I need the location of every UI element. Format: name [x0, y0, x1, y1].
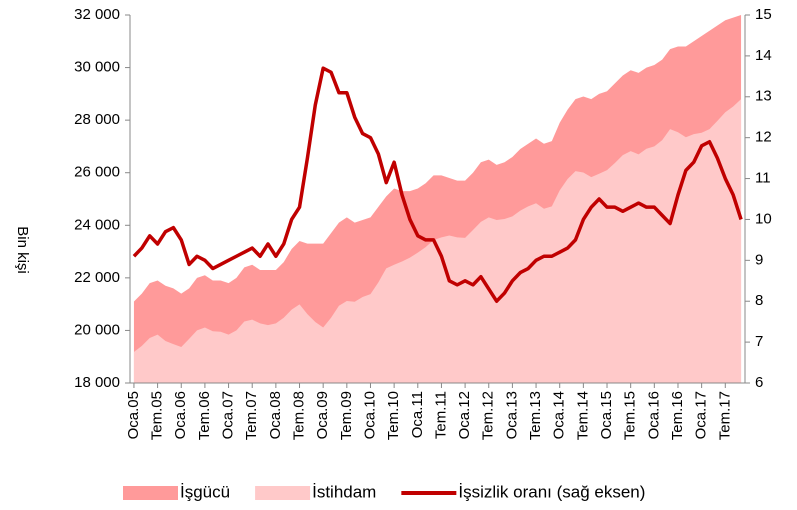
area — [133, 99, 742, 383]
x-tick-label: Oca.05 — [125, 391, 142, 439]
y2-tick-label: 14 — [755, 47, 772, 64]
y-tick-label: 18 000 — [74, 374, 120, 391]
y2-tick-label: 11 — [755, 170, 771, 187]
x-tick-label: Tem.15 — [622, 391, 639, 440]
x-tick-label: Oca.13 — [503, 391, 520, 439]
y2-tick-label: 15 — [755, 6, 772, 23]
x-tick-label: Oca.12 — [456, 391, 473, 439]
x-tick-label: Tem.07 — [243, 391, 260, 440]
y-axis-title: Bin kişi — [14, 226, 31, 274]
y2-tick-label: 13 — [755, 88, 772, 105]
y2-tick-label: 6 — [755, 374, 763, 391]
x-tick-label: Tem.05 — [149, 391, 166, 440]
line — [132, 66, 743, 303]
y-tick-label: 28 000 — [74, 111, 120, 128]
y-tick-label: 24 000 — [74, 216, 120, 233]
x-tick-label: Tem.17 — [716, 391, 733, 440]
x-tick-label: Oca.17 — [693, 391, 710, 439]
x-tick-label: Oca.14 — [551, 391, 568, 439]
y-tick-label: 22 000 — [74, 269, 120, 286]
y-tick-label: 20 000 — [74, 321, 120, 338]
x-tick-label: Oca.08 — [267, 391, 284, 439]
y2-tick-label: 12 — [755, 129, 772, 146]
y2-tick-label: 8 — [755, 292, 763, 309]
x-tick-label: Oca.11 — [409, 391, 426, 438]
x-tick-label: Tem.06 — [196, 391, 213, 440]
x-tick-label: Tem.09 — [338, 391, 355, 440]
y2-tick-label: 7 — [755, 333, 763, 350]
x-tick-label: Tem.11 — [432, 391, 449, 439]
y2-tick-label: 10 — [755, 210, 772, 227]
legend-swatch — [255, 486, 311, 500]
x-tick-label: Oca.10 — [361, 391, 378, 439]
x-tick-label: Tem.10 — [385, 391, 402, 440]
x-tick-label: Oca.06 — [172, 391, 189, 439]
legend-label: İşgücü — [180, 482, 230, 501]
x-tick-label: Tem.12 — [480, 391, 497, 440]
x-tick-label: Tem.13 — [527, 391, 544, 440]
x-tick-label: Oca.15 — [598, 391, 615, 439]
legend-label: İşsizlik oranı (sağ eksen) — [458, 482, 645, 501]
y2-tick-label: 9 — [755, 251, 763, 268]
legend-label: İstihdam — [312, 482, 376, 501]
x-tick-label: Tem.14 — [574, 391, 591, 440]
y-tick-label: 30 000 — [74, 59, 120, 76]
x-tick-label: Tem.08 — [290, 391, 307, 440]
x-tick-label: Tem.16 — [669, 391, 686, 440]
x-tick-label: Oca.07 — [220, 391, 237, 439]
x-tick-label: Oca.16 — [645, 391, 662, 439]
x-tick-label: Oca.09 — [314, 391, 331, 439]
legend-swatch — [123, 486, 178, 500]
y-tick-label: 26 000 — [74, 164, 120, 181]
y-tick-label: 32 000 — [74, 6, 120, 23]
